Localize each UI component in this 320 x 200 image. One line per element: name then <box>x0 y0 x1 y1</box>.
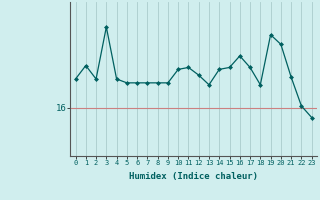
X-axis label: Humidex (Indice chaleur): Humidex (Indice chaleur) <box>129 172 258 181</box>
